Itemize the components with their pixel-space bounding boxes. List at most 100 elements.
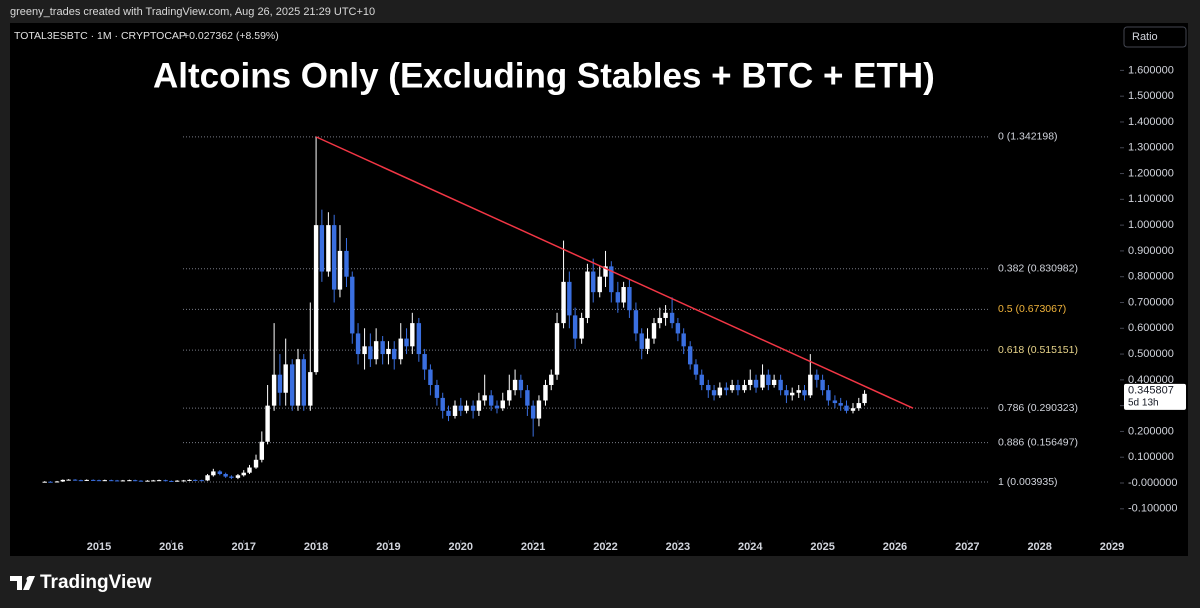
candle-body	[826, 390, 831, 401]
candle-body	[530, 405, 536, 419]
candle-body	[301, 359, 306, 406]
scale-button[interactable]	[1123, 26, 1187, 48]
candle-body	[145, 480, 150, 482]
candle-body	[138, 480, 144, 482]
candle-body	[494, 405, 500, 409]
candle-body	[434, 385, 440, 398]
candle-body	[229, 476, 234, 478]
x-tick-label: 2029	[1100, 541, 1124, 553]
candle-body	[235, 475, 241, 478]
candle-body	[60, 479, 66, 482]
candle-body	[802, 390, 807, 396]
candle-body	[862, 393, 867, 404]
fib-label: 0.382 (0.830982)	[998, 262, 1078, 274]
candle-body	[54, 481, 60, 483]
candle-body	[814, 374, 820, 380]
scale-button-label[interactable]: Ratio	[1132, 31, 1158, 43]
candle-body	[283, 364, 288, 393]
candle-body	[724, 387, 729, 391]
x-tick-label: 2026	[883, 541, 907, 553]
candle-body	[651, 323, 657, 339]
candle-body	[760, 374, 765, 388]
candle-body	[488, 395, 494, 406]
candle-body	[163, 480, 168, 482]
candle-body	[512, 379, 518, 391]
credit: greeny_trades created with TradingView.c…	[10, 6, 375, 18]
x-tick-label: 2018	[304, 541, 328, 553]
candle-body	[78, 480, 84, 482]
candle-body	[355, 333, 361, 355]
candle-body	[205, 475, 210, 481]
candle-body	[711, 390, 717, 396]
candle-body	[277, 374, 283, 393]
candle-body	[410, 323, 415, 347]
candle-body	[42, 481, 47, 483]
candle-body	[259, 441, 265, 460]
last-price-box	[1124, 383, 1186, 410]
brand: TradingView	[40, 572, 152, 593]
candle-body	[609, 266, 614, 293]
y-tick-label: 1.500000	[1128, 90, 1174, 102]
candle-body	[567, 281, 572, 316]
candle-body	[771, 379, 777, 386]
candle-body	[844, 405, 849, 411]
candle-body	[66, 479, 71, 481]
y-tick-label: 0.400000	[1128, 374, 1174, 386]
candle-body	[717, 387, 723, 396]
y-tick-label: 1.300000	[1128, 142, 1174, 154]
candle-body	[585, 271, 590, 318]
x-tick-label: 2028	[1027, 541, 1051, 553]
candle-body	[199, 480, 204, 482]
fib-label: 0.886 (0.156497)	[998, 436, 1078, 448]
candle-body	[507, 390, 512, 401]
x-tick-label: 2015	[87, 541, 111, 553]
candle-body	[253, 459, 259, 468]
candle-body	[373, 341, 379, 360]
candle-body	[247, 467, 252, 473]
candle-body	[458, 405, 464, 411]
candle-body	[211, 471, 216, 476]
candles	[42, 136, 867, 483]
x-tick-label: 2016	[159, 541, 183, 553]
candle-body	[313, 225, 319, 373]
change: +0.027362 (+8.59%)	[183, 30, 279, 42]
y-tick-label: 1.400000	[1128, 116, 1174, 128]
candle-body	[561, 281, 566, 324]
candle-body	[84, 479, 89, 481]
countdown: 5d 13h	[1128, 397, 1159, 408]
fib-label: 1 (0.003935)	[998, 476, 1058, 488]
candle-body	[633, 310, 639, 334]
candle-body	[120, 480, 126, 482]
candle-body	[464, 405, 469, 411]
candle-body	[440, 397, 445, 411]
candle-body	[386, 348, 391, 355]
candle-body	[265, 405, 270, 442]
fib-label: 0.618 (0.515151)	[998, 344, 1078, 356]
last-price: 0.345807	[1128, 385, 1174, 397]
candle-body	[337, 250, 343, 290]
candle-body	[174, 480, 180, 482]
candle-body	[217, 471, 223, 474]
y-tick-label: 1.200000	[1128, 167, 1174, 179]
candle-body	[350, 276, 355, 334]
candle-body	[398, 338, 403, 360]
candle-body	[91, 479, 96, 481]
candle-body	[591, 271, 596, 293]
candle-body	[766, 374, 771, 386]
x-tick-label: 2025	[810, 541, 834, 553]
y-tick-label: 0.100000	[1128, 451, 1174, 463]
candle-body	[850, 408, 856, 411]
x-tick-label: 2023	[666, 541, 690, 553]
candle-body	[326, 225, 331, 272]
candle-body	[392, 348, 397, 360]
candle-body	[102, 480, 107, 482]
candle-body	[681, 333, 686, 347]
candle-body	[518, 379, 524, 391]
candle-body	[657, 317, 662, 324]
candle-body	[753, 379, 759, 388]
candle-body	[187, 479, 192, 481]
x-tick-label: 2022	[593, 541, 617, 553]
candle-body	[446, 410, 451, 416]
y-tick-label: 0.800000	[1128, 271, 1174, 283]
candle-body	[663, 312, 668, 318]
